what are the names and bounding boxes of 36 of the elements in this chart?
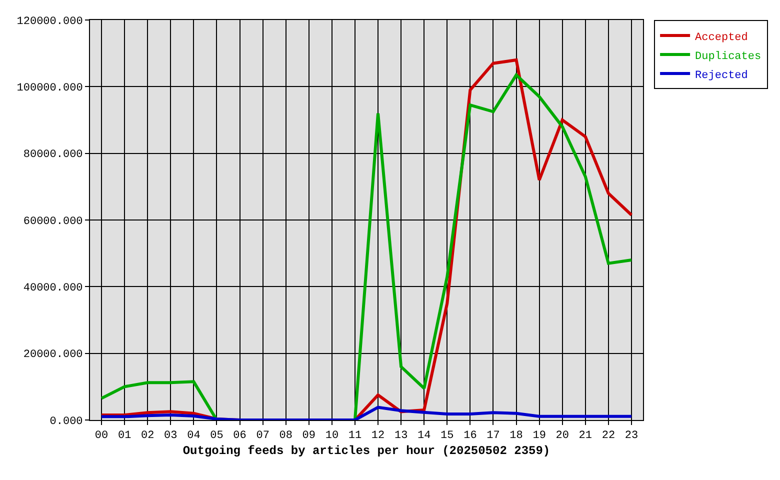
x-tick-label: 03 xyxy=(164,430,178,442)
x-tick-label: 17 xyxy=(486,430,500,442)
x-tick-label: 11 xyxy=(348,430,362,442)
x-tick-label: 07 xyxy=(256,430,270,442)
y-tick-label: 80000.000 xyxy=(23,149,83,162)
y-tick-label: 40000.000 xyxy=(23,282,83,295)
x-tick-label: 08 xyxy=(279,430,292,442)
x-tick-label: 04 xyxy=(187,430,201,442)
x-tick-label: 16 xyxy=(464,430,477,442)
legend-label: Accepted xyxy=(695,32,748,44)
y-tick-label: 20000.000 xyxy=(23,349,83,362)
x-axis-title: Outgoing feeds by articles per hour (20250502 2359) xyxy=(182,444,550,458)
y-tick-label: 60000.000 xyxy=(23,216,83,228)
x-tick-label: 10 xyxy=(325,430,339,442)
x-tick-label: 19 xyxy=(532,430,546,442)
x-tick-label: 05 xyxy=(210,430,224,442)
x-tick-label: 22 xyxy=(602,430,616,442)
y-tick-label: 120000.000 xyxy=(16,16,83,28)
y-tick-label: 100000.000 xyxy=(16,82,83,95)
x-tick-label: 15 xyxy=(440,430,454,442)
x-tick-label: 06 xyxy=(233,430,246,442)
legend-label: Duplicates xyxy=(695,50,762,63)
x-tick-label: 00 xyxy=(94,430,108,442)
x-tick-label: 02 xyxy=(141,430,154,442)
x-tick-label: 20 xyxy=(556,430,569,442)
line-series xyxy=(100,406,633,420)
x-tick-label: 01 xyxy=(118,430,132,442)
x-tick-label: 09 xyxy=(302,430,316,442)
x-tick-label: 21 xyxy=(578,430,592,442)
x-tick-label: 23 xyxy=(624,430,638,442)
x-tick-label: 12 xyxy=(371,430,385,442)
y-tick-label: 0.000 xyxy=(50,416,83,428)
x-tick-label: 13 xyxy=(394,430,408,442)
x-tick-label: 14 xyxy=(418,430,432,442)
legend-label: Rejected xyxy=(695,70,748,82)
x-tick-label: 18 xyxy=(510,430,523,442)
